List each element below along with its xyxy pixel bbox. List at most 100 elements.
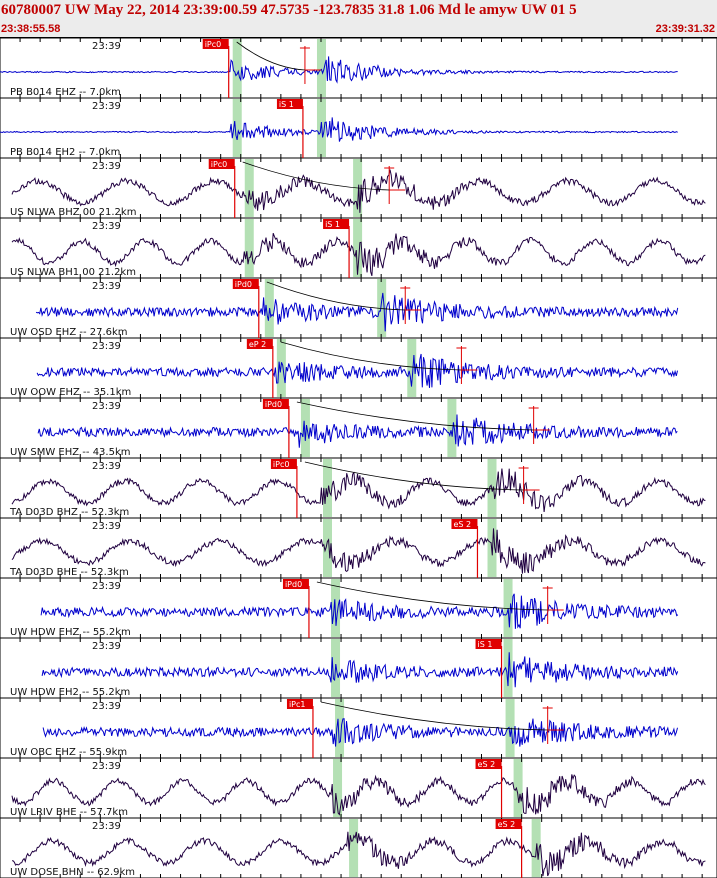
- phase-pick-label: eS 2: [453, 520, 471, 529]
- phase-window-band: [503, 579, 513, 637]
- phase-window-band: [316, 39, 326, 97]
- station-label: TA D03D BHZ -- 52.3km: [9, 507, 129, 518]
- phase-pick-label: iPc1: [289, 700, 306, 709]
- trace-time-label: 23:39: [92, 701, 121, 712]
- trace-time-label: 23:39: [92, 581, 121, 592]
- seismic-trace: [40, 593, 679, 629]
- travel-time-curve: [280, 341, 462, 371]
- phase-window-band: [407, 339, 417, 397]
- phase-pick-box: [286, 699, 313, 709]
- phase-pick-box: [495, 819, 522, 829]
- station-label: PB B014 EH2 -- 7.0km: [10, 147, 120, 158]
- station-label: UW SMW EHZ -- 43.5km: [10, 447, 131, 458]
- station-label: PB B014 EHZ -- 7.0km: [10, 87, 121, 98]
- trace-time-label: 23:39: [92, 221, 121, 232]
- phase-pick-box: [232, 279, 259, 289]
- phase-window-band: [377, 279, 387, 337]
- start-time: 23:38:55.58: [1, 23, 61, 35]
- phase-window-band: [300, 399, 310, 457]
- phase-pick-label: iPc0: [273, 460, 290, 469]
- station-label: UW OBC EHZ -- 55.9km: [10, 747, 127, 758]
- trace-time-label: 23:39: [92, 521, 121, 532]
- station-label: US NLWA BH1 00 21.2km: [10, 267, 136, 278]
- station-label: UW HDW EH2 -- 55.2km: [10, 687, 130, 698]
- station-label: UW LRIV BHE -- 57.7km: [10, 807, 128, 818]
- seismic-trace: [11, 774, 706, 816]
- seismogram-plot: iPc0 23:39 PB B014 EHZ -- 7.0km iS 1 23:39 PB…: [0, 38, 717, 878]
- phase-window-band: [353, 219, 363, 277]
- phase-window-band: [349, 819, 359, 877]
- phase-pick-box: [276, 99, 303, 109]
- phase-pick-box: [451, 519, 478, 529]
- seismic-trace: [11, 233, 706, 277]
- phase-pick-label: eP 2: [249, 340, 266, 349]
- travel-time-curve: [316, 581, 548, 611]
- trace-time-label: 23:39: [92, 101, 121, 112]
- trace-panel: [0, 757, 717, 819]
- phase-window-band: [323, 519, 333, 577]
- phase-pick-label: iS 1: [325, 220, 340, 229]
- phase-pick-label: iS 1: [478, 640, 493, 649]
- trace-time-label: 23:39: [92, 641, 121, 652]
- trace-time-label: 23:39: [92, 761, 121, 772]
- phase-pick-box: [262, 399, 289, 409]
- phase-window-band: [276, 339, 286, 397]
- phase-window-band: [513, 759, 523, 817]
- phase-pick-box: [475, 639, 502, 649]
- trace-time-label: 23:39: [92, 341, 121, 352]
- phase-pick-label: iPd0: [235, 280, 252, 289]
- phase-window-band: [333, 759, 343, 817]
- travel-time-curve: [266, 281, 406, 311]
- seismic-trace: [11, 528, 706, 574]
- seismic-trace: [35, 292, 679, 332]
- phase-window-band: [503, 639, 513, 697]
- trace-time-label: 23:39: [92, 461, 121, 472]
- event-title: 60780007 UW May 22, 2014 23:39:00.59 47.…: [1, 2, 577, 18]
- station-label: UW HDW EHZ -- 55.2km: [10, 627, 131, 638]
- phase-pick-label: iPc0: [211, 160, 228, 169]
- travel-time-curve: [242, 161, 390, 191]
- record-header: 60780007 UW May 22, 2014 23:39:00.59 47.…: [0, 0, 717, 38]
- phase-window-band: [232, 99, 242, 157]
- phase-window-band: [335, 699, 345, 757]
- travel-time-curve: [320, 701, 548, 731]
- trace-time-label: 23:39: [92, 401, 121, 412]
- phase-pick-label: iPd0: [285, 580, 302, 589]
- phase-window-band: [244, 159, 254, 217]
- phase-pick-box: [323, 219, 350, 229]
- trace-time-label: 23:39: [92, 41, 121, 52]
- phase-pick-box: [208, 159, 235, 169]
- phase-window-band: [447, 399, 457, 457]
- phase-pick-label: eS 2: [498, 820, 516, 829]
- seismic-trace: [11, 468, 706, 512]
- station-label: UW DOSE BHN -- 62.9km: [10, 867, 135, 878]
- travel-time-curve: [296, 401, 534, 431]
- seismic-trace: [41, 652, 679, 688]
- phase-pick-box: [270, 459, 297, 469]
- phase-pick-box: [246, 339, 273, 349]
- phase-window-band: [232, 39, 242, 97]
- trace-panel: [0, 97, 717, 159]
- travel-time-curve: [304, 461, 524, 491]
- seismic-trace: [11, 169, 706, 213]
- seismic-trace: [36, 353, 678, 388]
- seismic-trace: [0, 117, 678, 142]
- phase-window-band: [505, 699, 515, 757]
- station-label: UW OOW EHZ -- 35.1km: [10, 387, 131, 398]
- seismic-trace: [0, 56, 678, 84]
- phase-pick-box: [202, 39, 229, 49]
- trace-time-label: 23:39: [92, 281, 121, 292]
- trace-panel: [0, 637, 717, 699]
- trace-panel: [0, 577, 717, 639]
- phase-pick-label: iS 1: [279, 100, 294, 109]
- seismic-trace: [37, 414, 678, 448]
- phase-pick-box: [475, 759, 502, 769]
- phase-pick-label: iPc0: [205, 40, 222, 49]
- phase-window-band: [244, 219, 254, 277]
- station-label: TA D03D BHE -- 52.3km: [9, 567, 129, 578]
- travel-time-curve: [236, 41, 305, 71]
- trace-panel: [0, 397, 717, 459]
- phase-pick-label: iPd0: [265, 400, 282, 409]
- station-label: UW OSD EHZ -- 27.6km: [10, 327, 128, 338]
- seismic-trace: [11, 831, 706, 877]
